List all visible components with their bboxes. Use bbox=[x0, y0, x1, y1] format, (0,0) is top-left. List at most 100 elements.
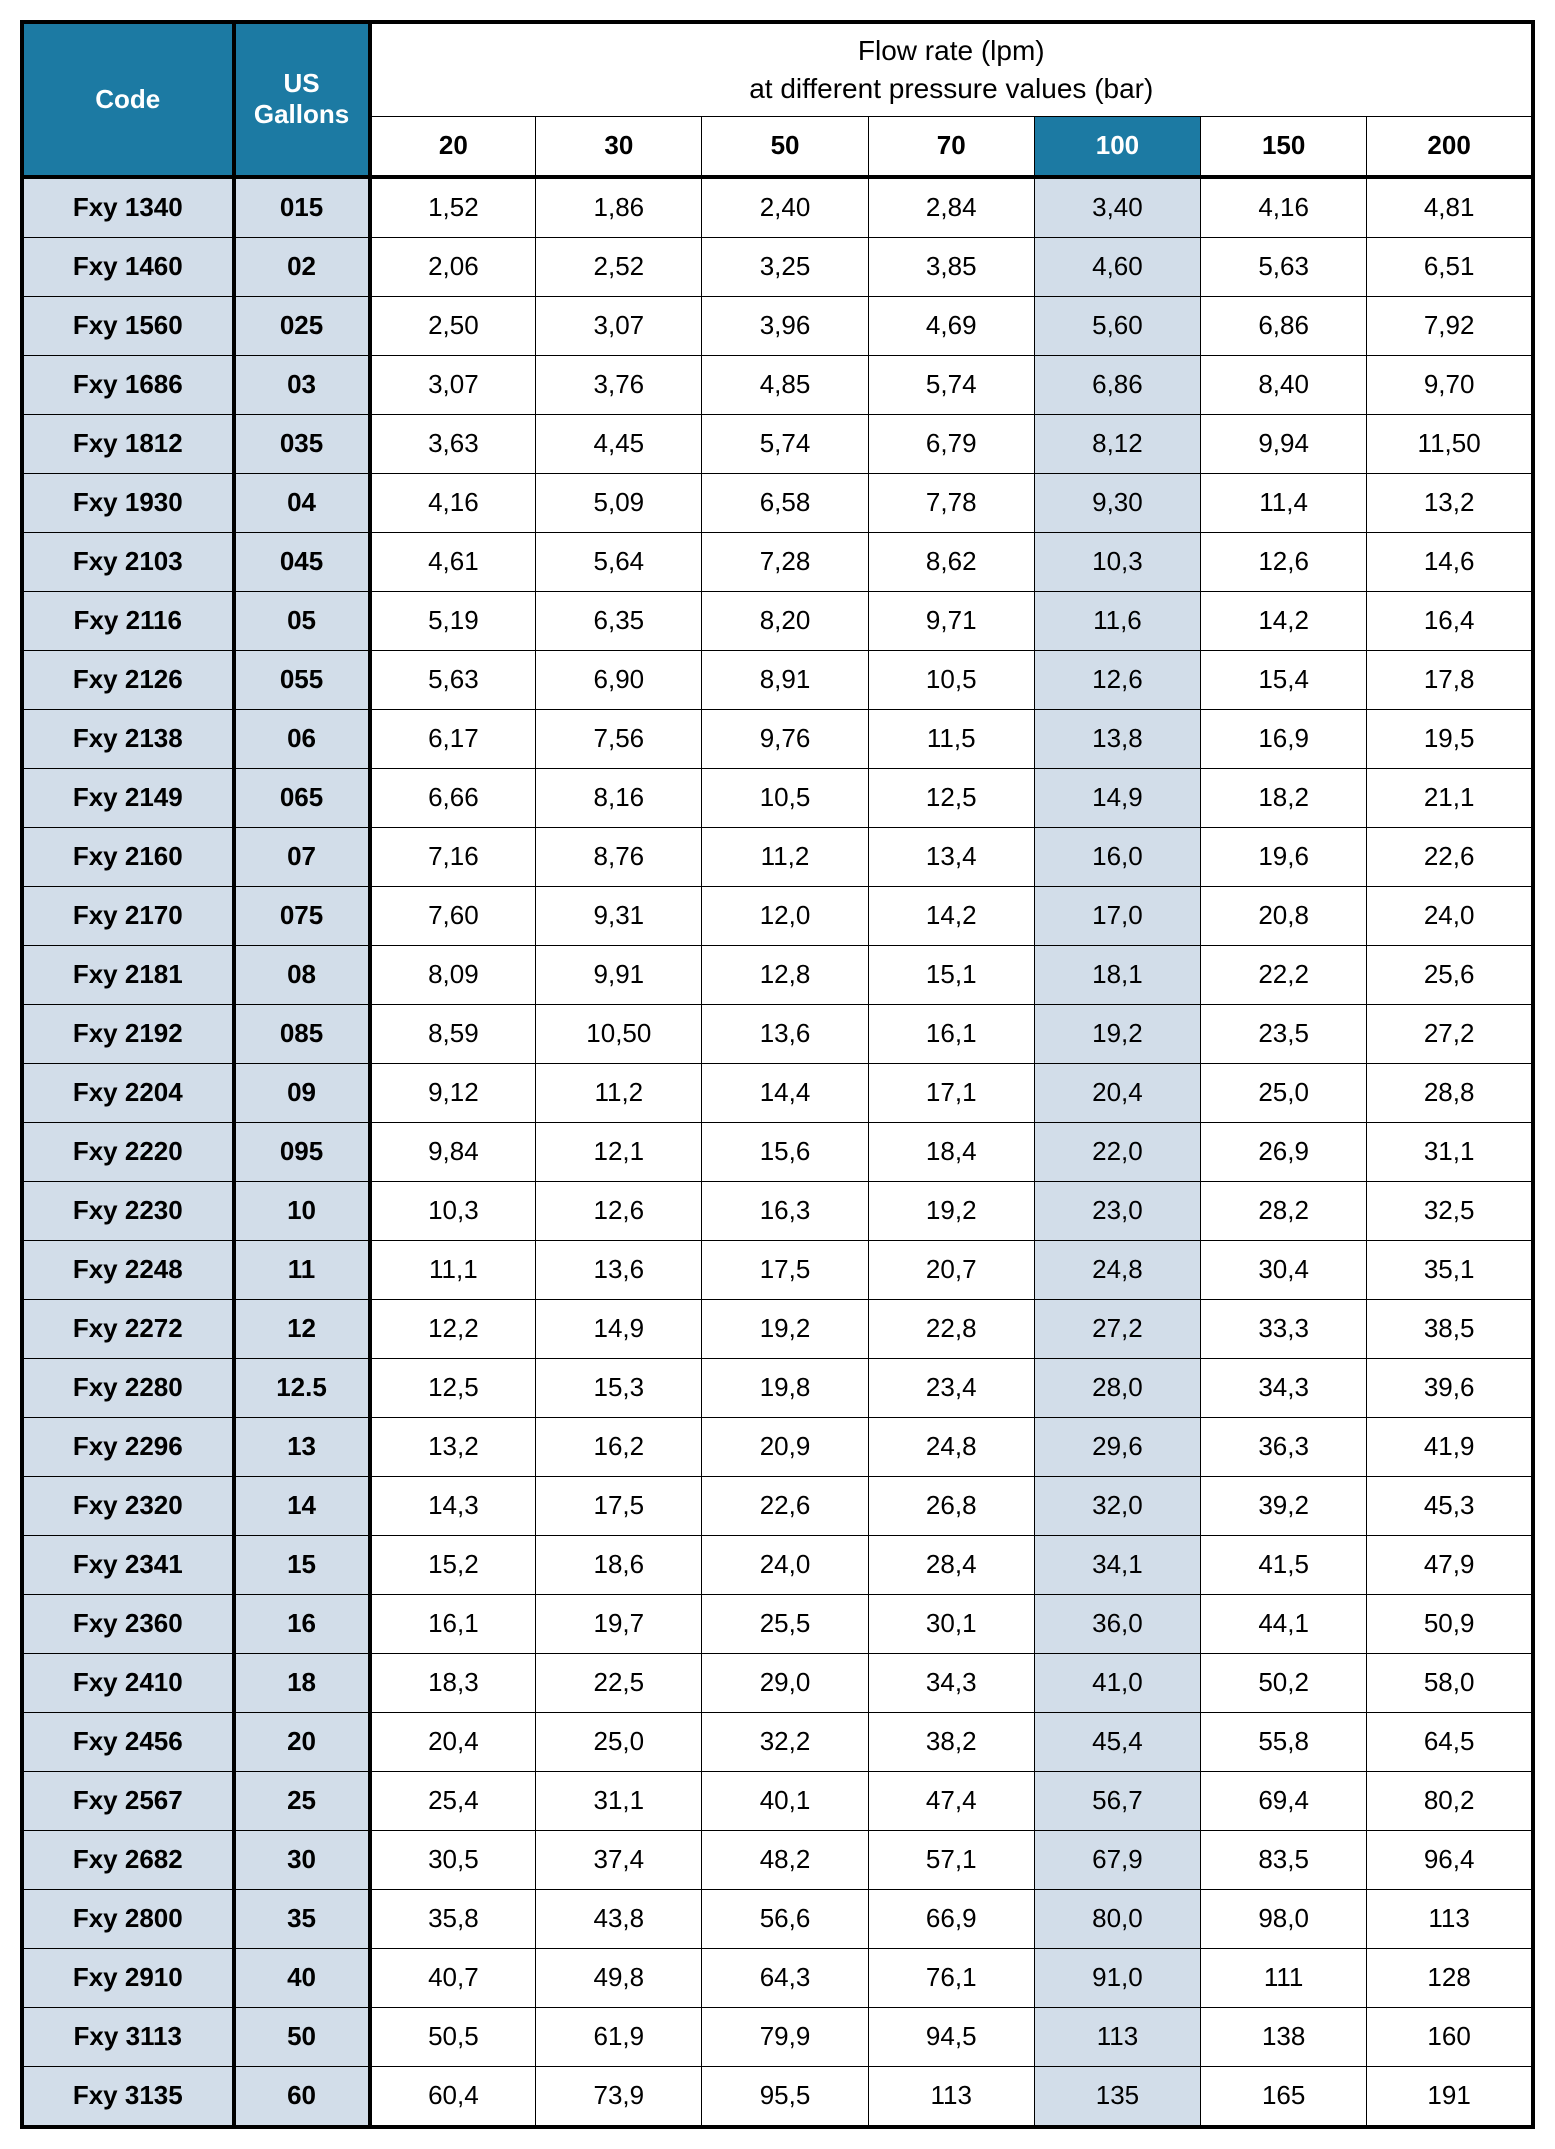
cell-value: 64,3 bbox=[702, 1948, 868, 2007]
table-row: Fxy 22301010,312,616,319,223,028,232,5 bbox=[22, 1181, 1533, 1240]
cell-value: 13,4 bbox=[868, 827, 1034, 886]
cell-value: 41,0 bbox=[1034, 1653, 1200, 1712]
cell-value: 14,6 bbox=[1367, 532, 1533, 591]
table-body: Fxy 13400151,521,862,402,843,404,164,81F… bbox=[22, 177, 1533, 2127]
cell-value: 32,0 bbox=[1034, 1476, 1200, 1535]
cell-value: 14,4 bbox=[702, 1063, 868, 1122]
cell-value: 25,4 bbox=[370, 1771, 536, 1830]
cell-code: Fxy 2800 bbox=[22, 1889, 234, 1948]
cell-value: 16,9 bbox=[1201, 709, 1367, 768]
header-gallons-line2: Gallons bbox=[254, 99, 349, 129]
cell-gallons: 13 bbox=[234, 1417, 370, 1476]
cell-code: Fxy 1560 bbox=[22, 296, 234, 355]
cell-value: 27,2 bbox=[1367, 1004, 1533, 1063]
cell-value: 41,9 bbox=[1367, 1417, 1533, 1476]
cell-value: 30,1 bbox=[868, 1594, 1034, 1653]
cell-code: Fxy 3113 bbox=[22, 2007, 234, 2066]
cell-value: 13,2 bbox=[1367, 473, 1533, 532]
table-row: Fxy 2160077,168,7611,213,416,019,622,6 bbox=[22, 827, 1533, 886]
cell-value: 4,45 bbox=[536, 414, 702, 473]
cell-value: 2,50 bbox=[370, 296, 536, 355]
header-gallons-line1: US bbox=[283, 68, 319, 98]
cell-value: 3,85 bbox=[868, 237, 1034, 296]
cell-value: 6,17 bbox=[370, 709, 536, 768]
table-row: Fxy 22481111,113,617,520,724,830,435,1 bbox=[22, 1240, 1533, 1299]
cell-value: 12,6 bbox=[1034, 650, 1200, 709]
cell-value: 14,2 bbox=[1201, 591, 1367, 650]
cell-code: Fxy 2204 bbox=[22, 1063, 234, 1122]
cell-value: 2,52 bbox=[536, 237, 702, 296]
cell-value: 17,1 bbox=[868, 1063, 1034, 1122]
cell-value: 12,6 bbox=[536, 1181, 702, 1240]
cell-value: 5,63 bbox=[1201, 237, 1367, 296]
cell-value: 64,5 bbox=[1367, 1712, 1533, 1771]
cell-value: 45,4 bbox=[1034, 1712, 1200, 1771]
cell-value: 9,31 bbox=[536, 886, 702, 945]
cell-code: Fxy 2567 bbox=[22, 1771, 234, 1830]
cell-value: 94,5 bbox=[868, 2007, 1034, 2066]
cell-value: 3,07 bbox=[370, 355, 536, 414]
cell-code: Fxy 2230 bbox=[22, 1181, 234, 1240]
cell-value: 4,60 bbox=[1034, 237, 1200, 296]
cell-value: 19,7 bbox=[536, 1594, 702, 1653]
cell-code: Fxy 2410 bbox=[22, 1653, 234, 1712]
header-pressure-200: 200 bbox=[1367, 116, 1533, 177]
cell-gallons: 04 bbox=[234, 473, 370, 532]
cell-value: 12,6 bbox=[1201, 532, 1367, 591]
cell-code: Fxy 2360 bbox=[22, 1594, 234, 1653]
cell-value: 24,8 bbox=[1034, 1240, 1200, 1299]
cell-value: 6,90 bbox=[536, 650, 702, 709]
cell-gallons: 10 bbox=[234, 1181, 370, 1240]
table-row: Fxy 31135050,561,979,994,5113138160 bbox=[22, 2007, 1533, 2066]
cell-value: 39,2 bbox=[1201, 1476, 1367, 1535]
cell-value: 8,62 bbox=[868, 532, 1034, 591]
table-row: Fxy 21030454,615,647,288,6210,312,614,6 bbox=[22, 532, 1533, 591]
cell-value: 35,8 bbox=[370, 1889, 536, 1948]
cell-value: 12,1 bbox=[536, 1122, 702, 1181]
cell-value: 47,9 bbox=[1367, 1535, 1533, 1594]
header-flowrate: Flow rate (lpm) at different pressure va… bbox=[370, 22, 1533, 116]
cell-value: 113 bbox=[868, 2066, 1034, 2127]
cell-value: 19,2 bbox=[1034, 1004, 1200, 1063]
cell-value: 23,5 bbox=[1201, 1004, 1367, 1063]
cell-code: Fxy 1340 bbox=[22, 177, 234, 238]
cell-value: 20,4 bbox=[370, 1712, 536, 1771]
cell-value: 3,40 bbox=[1034, 177, 1200, 238]
cell-value: 33,3 bbox=[1201, 1299, 1367, 1358]
cell-value: 5,63 bbox=[370, 650, 536, 709]
cell-code: Fxy 2296 bbox=[22, 1417, 234, 1476]
table-row: Fxy 18120353,634,455,746,798,129,9411,50 bbox=[22, 414, 1533, 473]
cell-value: 22,8 bbox=[868, 1299, 1034, 1358]
cell-value: 12,0 bbox=[702, 886, 868, 945]
cell-value: 25,6 bbox=[1367, 945, 1533, 1004]
cell-value: 19,5 bbox=[1367, 709, 1533, 768]
cell-value: 16,1 bbox=[868, 1004, 1034, 1063]
cell-gallons: 11 bbox=[234, 1240, 370, 1299]
cell-value: 15,2 bbox=[370, 1535, 536, 1594]
cell-value: 80,2 bbox=[1367, 1771, 1533, 1830]
cell-value: 16,0 bbox=[1034, 827, 1200, 886]
cell-gallons: 045 bbox=[234, 532, 370, 591]
cell-value: 34,3 bbox=[1201, 1358, 1367, 1417]
table-row: Fxy 26823030,537,448,257,167,983,596,4 bbox=[22, 1830, 1533, 1889]
cell-value: 6,58 bbox=[702, 473, 868, 532]
flow-rate-table: Code US Gallons Flow rate (lpm) at diffe… bbox=[20, 20, 1535, 2129]
cell-value: 3,76 bbox=[536, 355, 702, 414]
header-pressure-100: 100 bbox=[1034, 116, 1200, 177]
table-row: Fxy 25672525,431,140,147,456,769,480,2 bbox=[22, 1771, 1533, 1830]
cell-value: 113 bbox=[1034, 2007, 1200, 2066]
cell-value: 16,1 bbox=[370, 1594, 536, 1653]
cell-value: 34,1 bbox=[1034, 1535, 1200, 1594]
cell-value: 13,6 bbox=[536, 1240, 702, 1299]
cell-value: 138 bbox=[1201, 2007, 1367, 2066]
cell-value: 9,70 bbox=[1367, 355, 1533, 414]
cell-code: Fxy 2149 bbox=[22, 768, 234, 827]
table-row: Fxy 2181088,099,9112,815,118,122,225,6 bbox=[22, 945, 1533, 1004]
cell-code: Fxy 1686 bbox=[22, 355, 234, 414]
cell-value: 8,20 bbox=[702, 591, 868, 650]
cell-value: 47,4 bbox=[868, 1771, 1034, 1830]
table-row: Fxy 31356060,473,995,5113135165191 bbox=[22, 2066, 1533, 2127]
cell-value: 2,40 bbox=[702, 177, 868, 238]
cell-value: 6,66 bbox=[370, 768, 536, 827]
cell-gallons: 075 bbox=[234, 886, 370, 945]
